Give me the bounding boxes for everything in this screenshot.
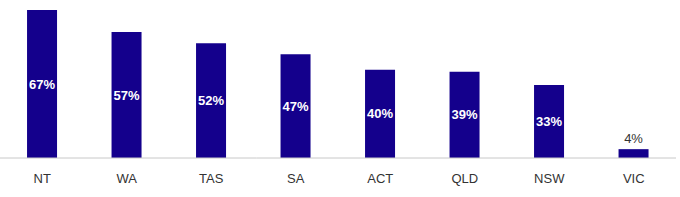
svg-text:39%: 39% <box>452 107 478 122</box>
svg-text:67%: 67% <box>29 77 55 92</box>
svg-text:WA: WA <box>117 171 138 186</box>
svg-text:SA: SA <box>287 171 305 186</box>
svg-text:NSW: NSW <box>534 171 565 186</box>
svg-text:ACT: ACT <box>367 171 393 186</box>
svg-text:QLD: QLD <box>451 171 478 186</box>
svg-text:47%: 47% <box>283 99 309 114</box>
svg-text:57%: 57% <box>114 88 140 103</box>
svg-text:40%: 40% <box>367 106 393 121</box>
svg-text:52%: 52% <box>198 93 224 108</box>
svg-text:4%: 4% <box>624 131 643 146</box>
svg-text:VIC: VIC <box>623 171 645 186</box>
svg-text:NT: NT <box>34 171 51 186</box>
svg-text:TAS: TAS <box>199 171 224 186</box>
svg-text:33%: 33% <box>536 114 562 129</box>
